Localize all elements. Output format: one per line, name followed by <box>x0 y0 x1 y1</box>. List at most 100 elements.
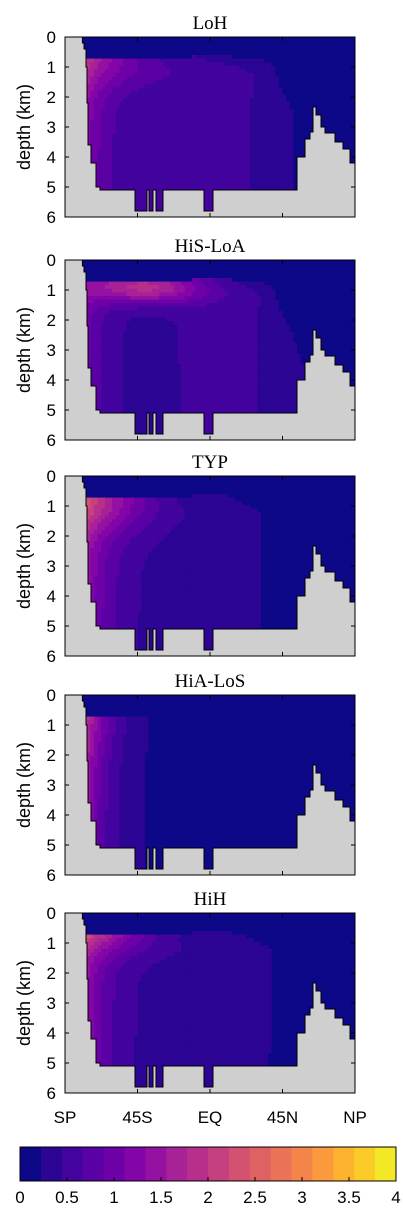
heatmap-cell <box>144 47 149 52</box>
heatmap-cell <box>217 296 222 301</box>
heatmap-cell <box>213 152 218 157</box>
heatmap-cell <box>173 44 178 49</box>
heatmap-cell <box>166 65 171 70</box>
heatmap-cell <box>148 145 153 150</box>
heatmap-cell <box>220 69 226 74</box>
heatmap-cell <box>271 263 276 268</box>
heatmap-cell <box>224 76 229 81</box>
heatmap-cell <box>217 112 222 117</box>
heatmap-cell <box>177 40 182 45</box>
heatmap-cell <box>293 94 298 99</box>
heatmap-cell <box>86 288 91 293</box>
heatmap-cell <box>336 91 342 96</box>
heatmap-cell <box>115 288 120 293</box>
heatmap-cell <box>304 130 309 135</box>
heatmap-cell <box>108 101 113 106</box>
heatmap-cell <box>104 98 110 103</box>
heatmap-cell <box>104 270 110 275</box>
heatmap-cell <box>195 116 200 121</box>
heatmap-cell <box>123 109 128 114</box>
heatmap-cell <box>126 94 131 99</box>
heatmap-cell <box>90 116 95 121</box>
heatmap-cell <box>235 91 240 96</box>
heatmap-cell <box>148 148 153 153</box>
heatmap-cell <box>137 181 142 186</box>
heatmap-cell <box>289 116 294 121</box>
heatmap-cell <box>344 94 349 99</box>
heatmap-cell <box>336 112 342 117</box>
heatmap-cell <box>336 270 342 275</box>
heatmap-cell <box>278 260 284 265</box>
heatmap-cell <box>173 119 178 124</box>
heatmap-cell <box>159 188 164 193</box>
heatmap-cell <box>253 80 258 85</box>
heatmap-cell <box>224 281 229 286</box>
heatmap-cell <box>264 94 269 99</box>
heatmap-cell <box>315 109 320 114</box>
heatmap-cell <box>112 83 117 88</box>
heatmap-cell <box>336 73 342 78</box>
heatmap-cell <box>318 58 323 63</box>
heatmap-cell <box>347 116 352 121</box>
heatmap-cell <box>286 119 291 124</box>
heatmap-cell <box>278 37 284 42</box>
heatmap-cell <box>231 296 236 301</box>
heatmap-cell <box>311 51 316 56</box>
heatmap-cell <box>318 278 323 283</box>
heatmap-cell <box>162 123 168 128</box>
heatmap-cell <box>268 101 273 106</box>
heatmap-cell <box>199 127 204 132</box>
heatmap-cell <box>340 267 345 272</box>
heatmap-cell <box>130 299 135 304</box>
heatmap-cell <box>286 285 291 290</box>
heatmap-cell <box>300 51 305 56</box>
heatmap-cell <box>282 51 287 56</box>
heatmap-cell <box>94 37 99 42</box>
heatmap-cell <box>133 127 139 132</box>
heatmap-cell <box>104 69 110 74</box>
heatmap-cell <box>210 188 215 193</box>
heatmap-cell <box>108 73 113 78</box>
heatmap-cell <box>155 55 160 60</box>
heatmap-cell <box>130 98 135 103</box>
heatmap-cell <box>300 83 305 88</box>
heatmap-cell <box>166 263 171 268</box>
heatmap-cell <box>123 123 128 128</box>
heatmap-cell <box>133 101 139 106</box>
heatmap-cell <box>228 83 233 88</box>
heatmap-cell <box>260 119 265 124</box>
heatmap-cell <box>184 98 189 103</box>
heatmap-cell <box>148 123 153 128</box>
heatmap-cell <box>347 145 352 150</box>
heatmap-cell <box>322 285 327 290</box>
heatmap-cell <box>108 288 113 293</box>
heatmap-cell <box>246 299 251 304</box>
heatmap-cell <box>112 51 117 56</box>
heatmap-cell <box>246 288 251 293</box>
heatmap-cell <box>155 141 160 146</box>
heatmap-cell <box>300 296 305 301</box>
heatmap-cell <box>202 181 207 186</box>
heatmap-cell <box>177 281 182 286</box>
heatmap-cell <box>97 37 102 42</box>
heatmap-cell <box>268 80 273 85</box>
heatmap-cell <box>206 188 211 193</box>
heatmap-cell <box>188 292 193 297</box>
heatmap-cell <box>159 69 164 74</box>
heatmap-cell <box>101 285 106 290</box>
heatmap-cell <box>326 116 331 121</box>
heatmap-cell <box>242 267 247 272</box>
heatmap-cell <box>170 112 175 117</box>
heatmap-cell <box>97 173 102 178</box>
heatmap-cell <box>166 105 171 110</box>
heatmap-cell <box>264 83 269 88</box>
heatmap-cell <box>144 184 149 189</box>
heatmap-cell <box>268 130 273 135</box>
heatmap-cell <box>181 155 186 160</box>
heatmap-cell <box>297 134 302 139</box>
heatmap-cell <box>206 274 211 279</box>
heatmap-cell <box>152 141 157 146</box>
heatmap-cell <box>300 148 305 153</box>
heatmap-cell <box>213 145 218 150</box>
panel-title: LoH <box>193 13 228 34</box>
